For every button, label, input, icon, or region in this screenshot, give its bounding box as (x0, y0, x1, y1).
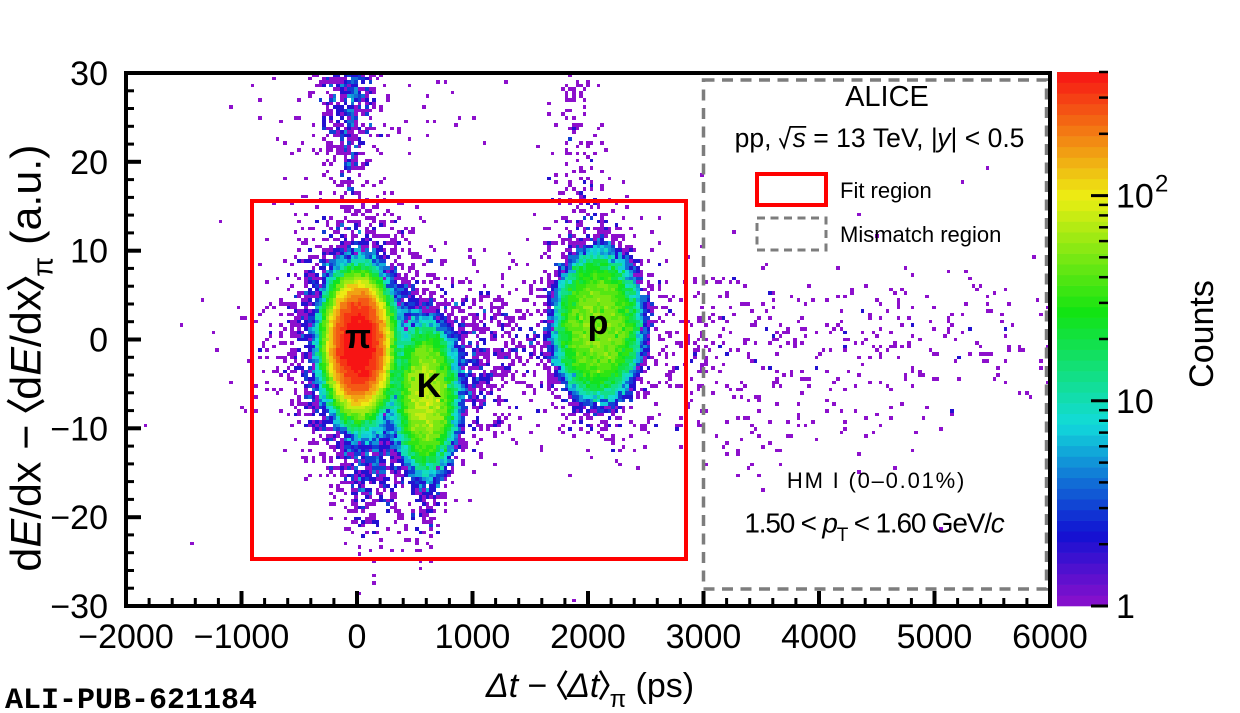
svg-text:0: 0 (89, 322, 108, 360)
svg-text:Δ: Δ (566, 667, 590, 705)
svg-text:E: E (3, 346, 51, 376)
svg-text:1000: 1000 (435, 618, 511, 656)
svg-text:K: K (417, 367, 442, 405)
svg-text:π: π (610, 686, 627, 713)
svg-text:−20: −20 (50, 499, 108, 537)
svg-text:E: E (3, 518, 51, 548)
svg-text:−2000: −2000 (78, 618, 174, 656)
svg-text:| < 0.5: | < 0.5 (951, 123, 1025, 153)
svg-text:1.50 <: 1.50 < (744, 508, 822, 539)
svg-text:5000: 5000 (897, 618, 973, 656)
svg-text:10: 10 (70, 233, 108, 271)
svg-text:y: y (935, 123, 952, 153)
svg-text:t: t (590, 667, 601, 705)
svg-text:t: t (509, 667, 520, 705)
svg-text:2: 2 (1155, 171, 1168, 198)
svg-text:(ps): (ps) (626, 667, 694, 705)
svg-text:p: p (588, 304, 609, 342)
svg-text:ALI-PUB-621184: ALI-PUB-621184 (5, 684, 257, 713)
svg-text:π: π (28, 257, 60, 277)
svg-text:−1000: −1000 (194, 618, 290, 656)
svg-text:20: 20 (70, 144, 108, 182)
svg-text:(a.u.): (a.u.) (3, 144, 51, 256)
svg-text:Fit region: Fit region (840, 178, 932, 203)
svg-text:Mismatch region: Mismatch region (840, 222, 1001, 247)
svg-text:0: 0 (348, 618, 367, 656)
svg-text:/dx: /dx (3, 289, 51, 347)
svg-text:−30: −30 (50, 588, 108, 626)
svg-text:HM I (0–0.01%): HM I (0–0.01%) (787, 468, 966, 493)
svg-text:10: 10 (1116, 383, 1154, 421)
svg-text:Δ: Δ (485, 667, 509, 705)
svg-text:s: s (793, 123, 806, 153)
svg-text:−: − (518, 667, 557, 705)
svg-text:1: 1 (1116, 588, 1135, 626)
svg-text:< 1.60 GeV/: < 1.60 GeV/ (847, 508, 992, 539)
svg-text:−10: −10 (50, 410, 108, 448)
svg-text:T: T (837, 525, 849, 546)
svg-text:= 13 TeV, |: = 13 TeV, | (806, 123, 938, 153)
svg-text:4000: 4000 (781, 618, 857, 656)
svg-text:pp,: pp, (735, 123, 779, 153)
svg-text:6000: 6000 (1012, 618, 1088, 656)
svg-text:3000: 3000 (666, 618, 742, 656)
svg-text:10: 10 (1116, 178, 1154, 216)
svg-text:2000: 2000 (550, 618, 626, 656)
svg-text:d: d (3, 376, 51, 400)
svg-text:30: 30 (70, 55, 108, 93)
svg-text:/dx −: /dx − (3, 413, 51, 519)
svg-text:p: p (821, 508, 837, 539)
svg-text:c: c (991, 508, 1005, 539)
svg-text:Counts: Counts (1183, 280, 1221, 388)
svg-text:ALICE: ALICE (845, 81, 929, 113)
svg-text:π: π (345, 318, 371, 356)
svg-text:d: d (3, 548, 51, 572)
